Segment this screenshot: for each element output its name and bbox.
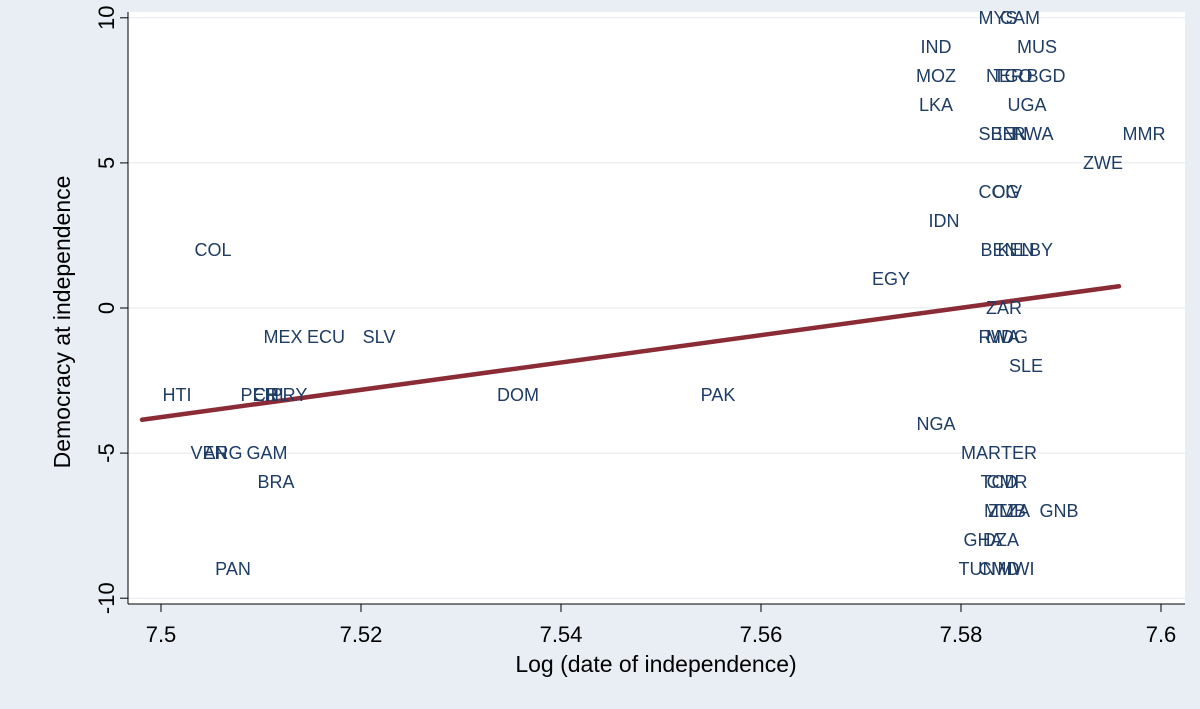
data-point-label: BRA <box>257 472 294 492</box>
data-point-label: KEN <box>997 240 1034 260</box>
data-point-label: ECU <box>307 327 345 347</box>
data-point-label: CHL <box>253 385 289 405</box>
fit-line-layer <box>139 283 1122 422</box>
y-tick-label: 5 <box>94 157 119 169</box>
data-point-label: TGO <box>994 66 1033 86</box>
y-axis-ticks: -10 -5 0 5 10 <box>94 6 128 614</box>
data-point-label: DZA <box>983 530 1019 550</box>
data-point-label: MEX <box>263 327 302 347</box>
data-point-label: ZWE <box>1083 153 1123 173</box>
x-axis-label: Log (date of independence) <box>515 651 796 677</box>
data-point-label: RWA <box>1012 124 1053 144</box>
x-axis-ticks: 7.5 7.52 7.54 7.56 7.58 7.6 <box>146 604 1177 647</box>
data-point-label: DOM <box>497 385 539 405</box>
data-point-label: BEN <box>980 240 1017 260</box>
y-tick-label: -10 <box>94 582 119 614</box>
data-point-label: TZA <box>996 501 1030 521</box>
data-point-label: BEN <box>990 124 1027 144</box>
data-point-label: MUS <box>1017 37 1057 57</box>
x-tick-label: 7.52 <box>340 622 383 647</box>
data-point-label: PER <box>240 385 277 405</box>
y-tick-label: 10 <box>94 6 119 30</box>
data-point-label: MLI <box>984 501 1014 521</box>
data-point-label: RWA <box>978 327 1019 347</box>
data-point-label: COG <box>978 182 1019 202</box>
data-point-label: UGA <box>1007 95 1046 115</box>
data-point-label: TUN <box>959 559 996 579</box>
data-point-label: MYS <box>978 8 1017 28</box>
data-point-label: CMD <box>979 559 1020 579</box>
x-tick-label: 7.5 <box>146 622 177 647</box>
data-point-label: IND <box>921 37 952 57</box>
data-point-label: GHA <box>963 530 1002 550</box>
y-tick-label: 0 <box>94 302 119 314</box>
data-point-label: BGD <box>1026 66 1065 86</box>
data-point-label: MWI <box>998 559 1035 579</box>
x-tick-label: 7.6 <box>1146 622 1177 647</box>
data-point-label: LKA <box>919 95 953 115</box>
data-point-label: ZMB <box>988 501 1026 521</box>
data-point-label: NER <box>986 66 1024 86</box>
data-point-label: ZAR <box>986 298 1022 318</box>
y-axis-label: Democracy at independence <box>49 176 75 469</box>
x-tick-label: 7.56 <box>740 622 783 647</box>
data-point-label: MAR <box>961 443 1001 463</box>
data-point-label: PRY <box>271 385 308 405</box>
data-point-label: GAM <box>246 443 287 463</box>
data-point-label: EGY <box>872 269 910 289</box>
grid-lines <box>128 17 1185 599</box>
data-point-label: CIV <box>992 182 1022 202</box>
data-point-label: SLV <box>363 327 396 347</box>
data-point-label: VEN <box>190 443 227 463</box>
data-point-label: TER <box>1001 443 1037 463</box>
data-point-label: SEN <box>978 124 1015 144</box>
data-point-label: LBY <box>1019 240 1053 260</box>
y-tick-label: -5 <box>94 443 119 463</box>
data-point-label: COL <box>194 240 231 260</box>
fitted-line <box>139 283 1122 422</box>
data-point-label: NGA <box>916 414 955 434</box>
data-point-label: PAN <box>215 559 251 579</box>
data-point-label: IDN <box>929 211 960 231</box>
data-point-label: MOZ <box>916 66 956 86</box>
x-tick-label: 7.54 <box>540 622 583 647</box>
data-point-label: GNB <box>1039 501 1078 521</box>
data-point-label: HTI <box>163 385 192 405</box>
data-point-label: CAM <box>1000 8 1040 28</box>
data-point-label: TCD <box>981 472 1018 492</box>
x-tick-label: 7.58 <box>940 622 983 647</box>
data-point-label: ARG <box>203 443 242 463</box>
data-point-label: MDG <box>986 327 1028 347</box>
data-point-label: MMR <box>1123 124 1166 144</box>
data-point-label: CMR <box>987 472 1028 492</box>
data-point-label: SLE <box>1009 356 1043 376</box>
data-point-label: PAK <box>701 385 736 405</box>
